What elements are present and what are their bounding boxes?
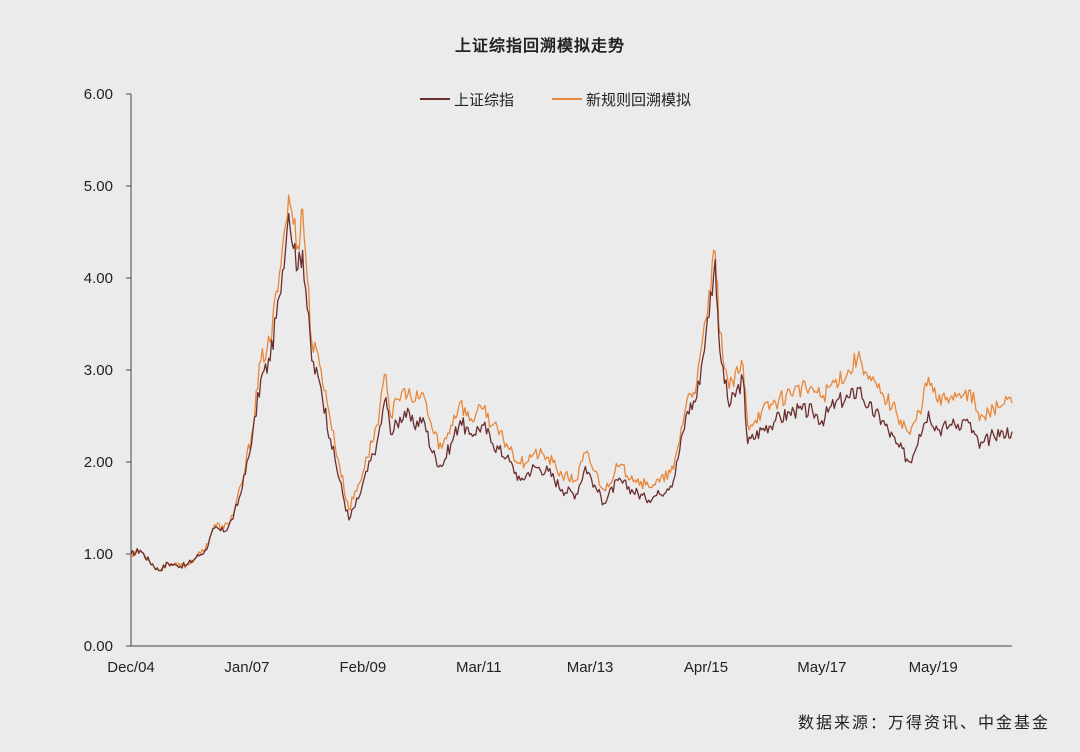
x-tick-label: Apr/15 xyxy=(684,659,728,676)
chart-axes: 0.00 1.00 2.00 3.00 4.00 5.00 6.00 Dec/04 Jan/07… xyxy=(84,86,1012,676)
x-tick-label: May/17 xyxy=(797,659,846,676)
x-tick-label: May/19 xyxy=(909,659,958,676)
x-tick-label: Feb/09 xyxy=(339,659,386,676)
y-tick-label: 2.00 xyxy=(84,454,113,471)
x-tick-label: Mar/11 xyxy=(456,659,502,676)
y-tick-label: 4.00 xyxy=(84,270,113,287)
y-tick-label: 1.00 xyxy=(84,546,113,563)
series-line-shanghai-composite xyxy=(130,212,1013,572)
series-line-new-rule-simulation xyxy=(130,194,1013,572)
x-tick-label: Jan/07 xyxy=(224,659,269,676)
x-tick-label: Mar/13 xyxy=(567,659,614,676)
legend-label-shanghai-composite: 上证综指 xyxy=(454,91,514,109)
y-tick-label: 0.00 xyxy=(84,638,113,655)
y-tick-label: 6.00 xyxy=(84,86,113,103)
legend-label-new-rule: 新规则回溯模拟 xyxy=(586,91,691,109)
y-tick-label: 3.00 xyxy=(84,362,113,379)
y-tick-label: 5.00 xyxy=(84,178,113,195)
source-note: 数据来源：万得资讯、中金基金 xyxy=(797,713,1050,732)
chart-title: 上证综指回溯模拟走势 xyxy=(454,36,625,55)
x-tick-label: Dec/04 xyxy=(107,659,155,676)
series-layer xyxy=(130,194,1013,572)
chart-legend: 上证综指 新规则回溯模拟 xyxy=(420,91,691,109)
